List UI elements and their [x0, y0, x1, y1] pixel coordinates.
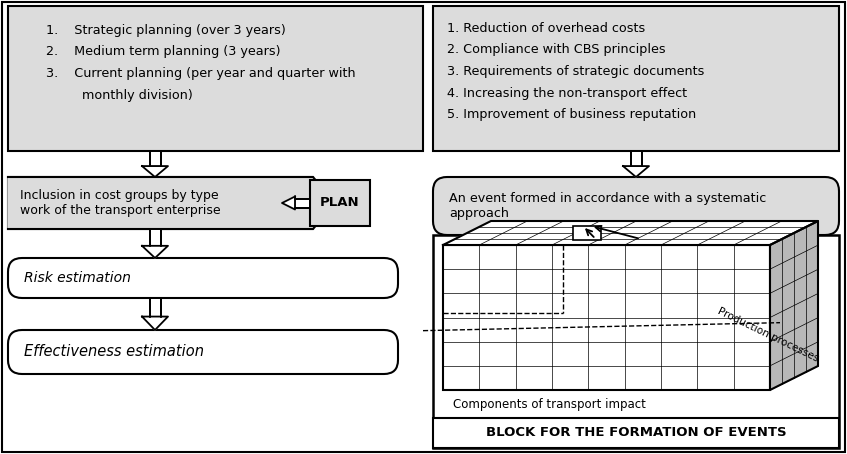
Text: Effectiveness estimation: Effectiveness estimation — [24, 345, 204, 360]
Text: Production processes: Production processes — [716, 306, 820, 364]
FancyBboxPatch shape — [150, 298, 160, 316]
FancyBboxPatch shape — [310, 180, 370, 226]
Polygon shape — [443, 221, 818, 245]
FancyBboxPatch shape — [573, 226, 601, 240]
FancyBboxPatch shape — [8, 177, 313, 229]
FancyBboxPatch shape — [433, 177, 839, 235]
Polygon shape — [142, 166, 168, 177]
FancyBboxPatch shape — [433, 235, 839, 448]
FancyBboxPatch shape — [8, 330, 398, 374]
FancyBboxPatch shape — [443, 245, 770, 390]
FancyBboxPatch shape — [630, 151, 641, 166]
FancyBboxPatch shape — [150, 151, 160, 166]
Text: Components of transport impact: Components of transport impact — [453, 398, 646, 411]
FancyBboxPatch shape — [8, 6, 423, 151]
FancyBboxPatch shape — [433, 418, 839, 448]
Text: Risk estimation: Risk estimation — [24, 271, 131, 285]
Text: 1.    Strategic planning (over 3 years)
2.    Medium term planning (3 years)
3. : 1. Strategic planning (over 3 years) 2. … — [46, 24, 356, 102]
Text: BLOCK FOR THE FORMATION OF EVENTS: BLOCK FOR THE FORMATION OF EVENTS — [485, 426, 786, 439]
FancyBboxPatch shape — [295, 198, 310, 207]
Polygon shape — [282, 197, 295, 209]
Text: Inclusion in cost groups by type
work of the transport enterprise: Inclusion in cost groups by type work of… — [20, 189, 220, 217]
Text: 1. Reduction of overhead costs
2. Compliance with CBS principles
3. Requirements: 1. Reduction of overhead costs 2. Compli… — [447, 22, 705, 121]
Text: An event formed in accordance with a systematic
approach: An event formed in accordance with a sys… — [449, 192, 767, 220]
Polygon shape — [770, 221, 818, 390]
Polygon shape — [142, 246, 168, 258]
Text: PLAN: PLAN — [320, 197, 360, 209]
FancyBboxPatch shape — [8, 258, 398, 298]
Polygon shape — [8, 177, 335, 229]
Polygon shape — [623, 166, 649, 177]
FancyBboxPatch shape — [433, 6, 839, 151]
Polygon shape — [142, 316, 168, 330]
FancyBboxPatch shape — [150, 229, 160, 246]
